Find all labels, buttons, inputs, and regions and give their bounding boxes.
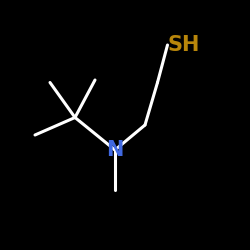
Text: SH: SH [168,35,200,55]
Text: N: N [106,140,124,160]
